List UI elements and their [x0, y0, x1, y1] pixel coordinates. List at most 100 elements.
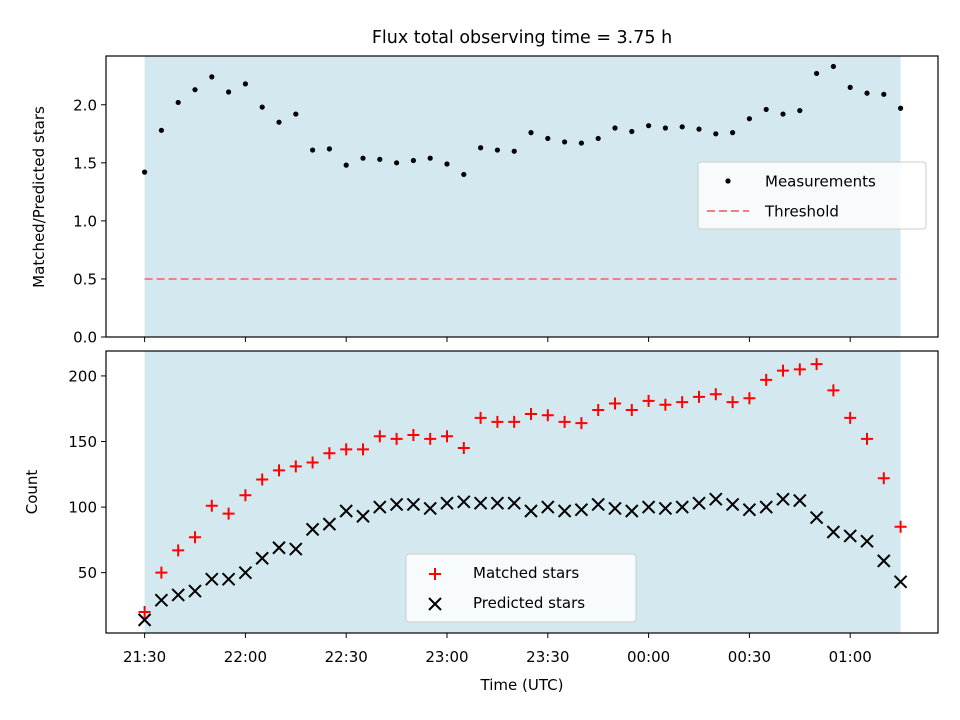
matched-point — [777, 364, 789, 377]
predicted-point — [608, 501, 622, 516]
matched-point — [793, 363, 806, 376]
measurement-point — [864, 90, 870, 96]
predicted-point — [625, 504, 639, 518]
bottom-x-tick-label: 23:30 — [526, 648, 569, 666]
legend-matched-marker — [429, 568, 441, 580]
predicted-point — [809, 510, 824, 525]
matched-point — [844, 411, 857, 424]
measurement-point — [259, 104, 265, 110]
top-y-axis-label: Matched/Predicted stars — [30, 106, 48, 288]
predicted-point — [272, 541, 286, 555]
matched-point — [390, 432, 403, 445]
bottom-y-axis-label: Count — [23, 470, 41, 515]
predicted-point — [893, 575, 908, 589]
predicted-point — [423, 501, 437, 516]
measurement-point — [578, 140, 585, 146]
predicted-point — [255, 551, 269, 565]
predicted-point — [860, 534, 874, 548]
measurement-point — [679, 124, 685, 130]
measurement-point — [158, 127, 164, 133]
measurement-point — [629, 128, 635, 135]
predicted-point — [154, 593, 169, 607]
legend-predicted-label: Predicted stars — [473, 594, 585, 612]
predicted-point — [877, 554, 891, 568]
top-measurements-points — [142, 63, 904, 178]
measurement-point — [746, 116, 753, 122]
predicted-point — [389, 497, 404, 512]
matched-point — [508, 415, 521, 428]
matched-point — [256, 473, 269, 486]
matched-point — [676, 396, 689, 409]
predicted-point — [574, 502, 589, 517]
predicted-point — [305, 522, 320, 537]
predicted-point — [406, 497, 421, 512]
predicted-point — [541, 500, 555, 514]
predicted-point — [188, 584, 202, 598]
matched-point — [205, 499, 218, 512]
predicted-point — [641, 500, 656, 514]
matched-point — [592, 404, 605, 417]
measurement-point — [545, 135, 551, 142]
matched-point — [810, 358, 823, 371]
bottom-panel: 50 100 150 200 21:30 22:00 22:30 23:00 23:30 00:… — [23, 350, 939, 694]
predicted-point — [473, 496, 488, 510]
matched-point — [138, 606, 151, 619]
measurement-point — [847, 84, 853, 90]
predicted-point — [793, 493, 807, 508]
predicted-point — [457, 495, 471, 509]
measurement-point — [612, 125, 618, 131]
measurement-point — [444, 161, 450, 167]
measurement-point — [814, 70, 820, 77]
measurement-point — [142, 169, 148, 175]
matched-point — [155, 566, 168, 579]
measurement-point — [830, 63, 837, 70]
bottom-x-tick-label: 00:00 — [627, 648, 670, 666]
predicted-point — [322, 517, 337, 531]
matched-point — [575, 417, 588, 430]
measurement-point — [696, 126, 702, 132]
matched-point — [441, 430, 453, 443]
bottom-y-tick-label: 100 — [68, 499, 97, 517]
predicted-point — [591, 497, 605, 512]
chart-title: Flux total observing time = 3.75 h — [372, 28, 672, 48]
bottom-predicted-points — [137, 492, 908, 627]
bottom-legend-box — [405, 553, 637, 623]
measurement-point — [326, 146, 332, 152]
matched-point — [642, 394, 655, 407]
bottom-x-ticks: 21:30 22:00 22:30 23:00 23:30 00:00 00:30 01:00 — [123, 633, 872, 666]
matched-point — [609, 397, 621, 410]
bottom-y-ticks: 50 100 150 200 — [68, 367, 106, 582]
matched-point — [239, 489, 252, 502]
matched-point — [373, 430, 386, 443]
measurement-point — [662, 125, 669, 131]
matched-point — [424, 432, 437, 445]
predicted-point — [742, 502, 757, 517]
matched-point — [172, 544, 185, 557]
matched-point — [189, 531, 201, 544]
legend-measurements-label: Measurements — [765, 173, 876, 191]
measurement-point — [461, 171, 467, 178]
measurement-point — [310, 147, 316, 153]
predicted-point — [843, 529, 857, 543]
matched-point — [525, 407, 537, 420]
measurement-point — [192, 87, 198, 93]
top-y-tick-label: 0.5 — [73, 270, 97, 288]
bottom-x-tick-label: 01:00 — [829, 648, 872, 666]
matched-point — [491, 415, 504, 428]
measurement-point — [797, 107, 803, 114]
predicted-point — [221, 572, 236, 586]
measurement-point — [494, 147, 500, 153]
measurement-point — [343, 162, 349, 168]
legend-threshold-label: Threshold — [764, 203, 839, 221]
legend-matched-label: Matched stars — [473, 564, 579, 582]
matched-point — [289, 460, 302, 473]
predicted-point — [490, 496, 505, 510]
bottom-x-tick-label: 22:00 — [224, 648, 267, 666]
measurement-point — [511, 148, 517, 154]
predicted-point — [205, 572, 219, 586]
predicted-point — [675, 500, 689, 514]
bottom-legend: Matched stars Predicted stars — [405, 553, 637, 623]
matched-point — [306, 456, 319, 469]
predicted-point — [356, 509, 370, 523]
top-y-tick-label: 0.0 — [73, 329, 97, 347]
